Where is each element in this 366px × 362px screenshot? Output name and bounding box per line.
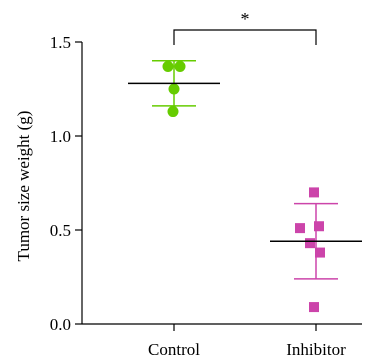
- data-point: [167, 106, 179, 118]
- y-tick-label: 1.5: [50, 33, 71, 52]
- y-tick-label: 1.0: [50, 127, 71, 146]
- data-point: [309, 187, 319, 198]
- x-tick-label: Control: [148, 340, 200, 359]
- significance-label: *: [241, 9, 250, 29]
- data-point: [162, 60, 174, 72]
- data-point: [309, 302, 319, 313]
- y-tick-label: 0.5: [50, 221, 71, 240]
- data-point: [315, 247, 325, 258]
- x-tick-label: Inhibitor: [286, 340, 346, 359]
- data-point: [295, 223, 305, 234]
- y-axis-label: Tumor size weight (g): [14, 111, 33, 262]
- data-point: [305, 238, 315, 249]
- y-tick-label: 0.0: [50, 315, 71, 334]
- data-point: [314, 221, 324, 232]
- data-point: [168, 83, 180, 95]
- significance-bracket: [173, 29, 317, 45]
- data-point: [174, 60, 186, 72]
